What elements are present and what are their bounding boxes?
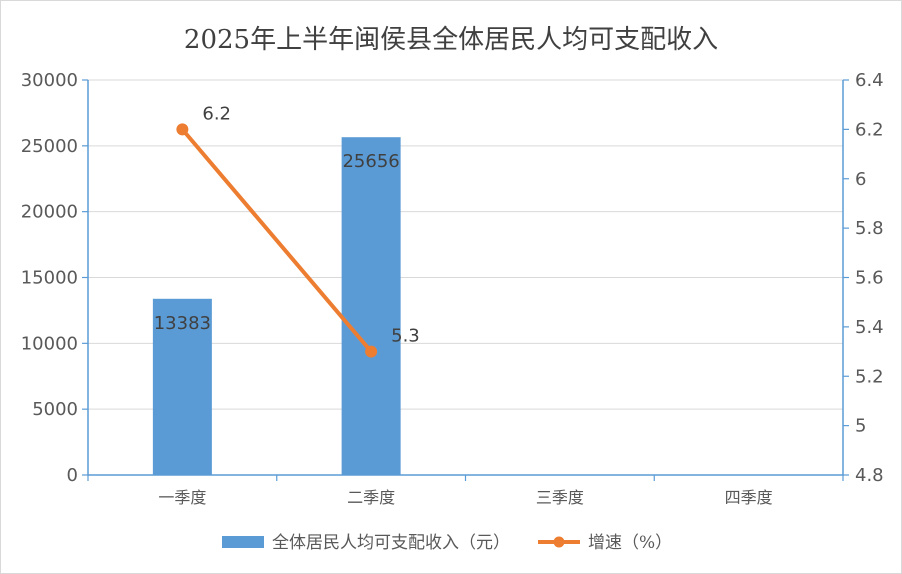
y-left-tick-label: 30000 [21, 70, 78, 91]
y-right-tick-label: 6.2 [855, 119, 884, 140]
x-tick-label: 二季度 [347, 488, 395, 507]
y-left-tick-label: 5000 [32, 399, 78, 420]
x-tick-label: 一季度 [158, 488, 206, 507]
legend-label-line: 增速（%） [588, 533, 672, 553]
x-tick-label: 三季度 [536, 488, 584, 507]
growth-line [180, 127, 374, 354]
y-right-tick-label: 6.4 [855, 70, 884, 91]
legend: 全体居民人均可支配收入（元） 增速（%） [222, 533, 672, 553]
legend-label-bar: 全体居民人均可支配收入（元） [272, 533, 510, 553]
y-right-tick-label: 5.6 [855, 268, 884, 289]
y-left-tick-label: 20000 [21, 202, 78, 223]
grid-lines [88, 79, 843, 410]
bar-data-label: 13383 [154, 313, 211, 334]
data-labels: 13383 25656 6.2 5.3 [154, 103, 420, 346]
x-tick-label: 四季度 [725, 488, 773, 507]
line-series [176, 123, 378, 358]
line-data-label: 6.2 [202, 103, 231, 124]
y-left-tick-label: 15000 [21, 268, 78, 289]
chart-title: 2025年上半年闽侯县全体居民人均可支配收入 [184, 25, 718, 55]
y-right-tick-label: 5.4 [855, 317, 884, 338]
y-right-tick-label: 4.8 [855, 465, 884, 486]
y-right-tick-label: 5 [855, 416, 866, 437]
y-right-tick-label: 6 [855, 169, 866, 190]
legend-swatch-bar [222, 536, 264, 548]
growth-point [176, 123, 189, 136]
bar-data-label: 25656 [342, 151, 399, 172]
legend-marker-line [553, 536, 565, 548]
line-data-label: 5.3 [391, 326, 420, 347]
bar [152, 298, 212, 475]
axes: 0 5000 10000 15000 20000 25000 30000 4.8 5 5.2 5.4… [21, 70, 884, 507]
y-left-tick-label: 10000 [21, 333, 78, 354]
y-left-tick-label: 25000 [21, 136, 78, 157]
y-left-tick-label: 0 [67, 465, 78, 486]
bar [341, 137, 401, 476]
y-right-tick-label: 5.8 [855, 218, 884, 239]
y-right-tick-label: 5.2 [855, 366, 884, 387]
growth-point [365, 345, 378, 358]
bar-series [152, 137, 401, 476]
